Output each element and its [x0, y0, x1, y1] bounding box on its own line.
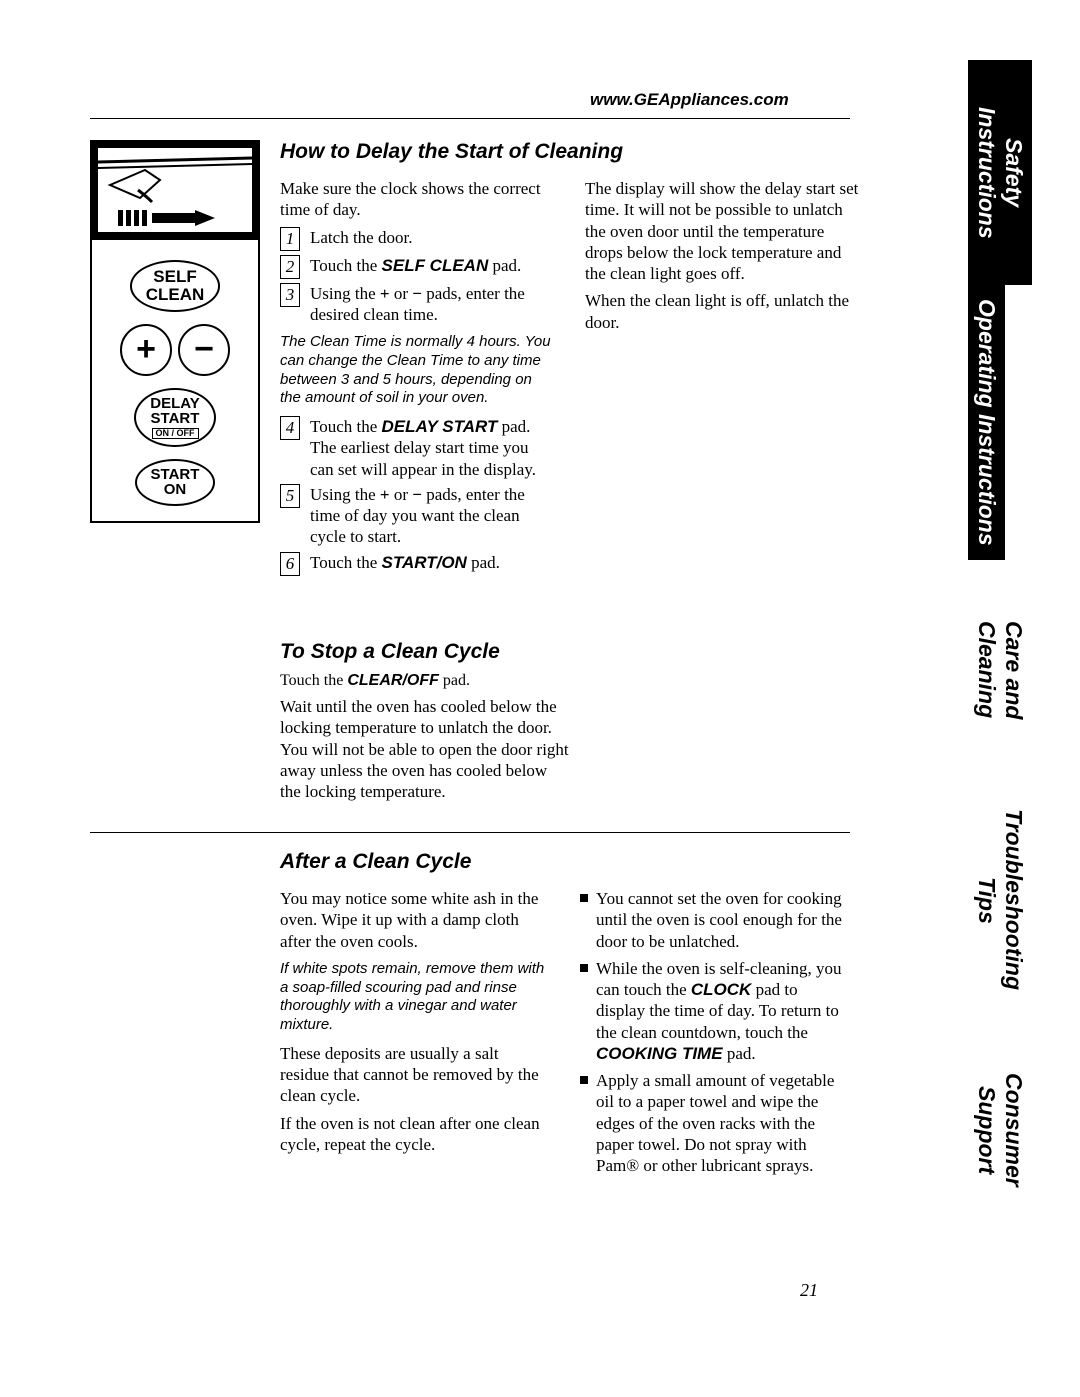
step-2-text: Touch the SELF CLEAN pad. [310, 255, 555, 276]
tab-safety: Safety Instructions [968, 60, 1032, 285]
bullet-1-text: You cannot set the oven for cooking unti… [596, 888, 850, 952]
section2-title: To Stop a Clean Cycle [280, 640, 570, 664]
plus-minus-pads: + − [120, 324, 230, 376]
section1-right-p1: The display will show the delay start se… [585, 178, 860, 284]
step-6-text: Touch the START/ON pad. [310, 552, 555, 573]
self-clean-pad: SELFCLEAN [130, 260, 221, 312]
step-num-4: 4 [280, 416, 300, 440]
start-on-pad: STARTON [135, 459, 216, 507]
step-3: 3 Using the + or − pads, enter the desire… [280, 283, 555, 326]
page-number: 21 [800, 1280, 818, 1301]
bullet-3: Apply a small amount of vegetable oil to… [580, 1070, 850, 1176]
control-panel-diagram: SELFCLEAN + − DELAYSTART ON / OFF STARTO… [90, 240, 260, 523]
bullet-icon [580, 894, 588, 902]
bullet-2-text: While the oven is self-cleaning, you can… [596, 958, 850, 1064]
step-num-1: 1 [280, 227, 300, 251]
section2-p1: Touch the CLEAR/OFF pad. [280, 672, 570, 690]
top-rule [90, 118, 850, 119]
header-url: www.GEAppliances.com [590, 90, 789, 110]
section3-title: After a Clean Cycle [280, 850, 850, 874]
minus-pad: − [178, 324, 230, 376]
step-5: 5 Using the + or − pads, enter the time o… [280, 484, 555, 548]
step-4: 4 Touch the DELAY START pad. The earliest… [280, 416, 555, 480]
section-after-cycle: After a Clean Cycle You may notice some … [90, 850, 850, 1182]
bullet-3-text: Apply a small amount of vegetable oil to… [596, 1070, 850, 1176]
step-1: 1 Latch the door. [280, 227, 555, 251]
tab-care-cleaning: Care and Cleaning [968, 560, 1032, 780]
section1-title: How to Delay the Start of Cleaning [280, 140, 860, 164]
section3-right-col: You cannot set the oven for cooking unti… [580, 882, 850, 1182]
step-num-3: 3 [280, 283, 300, 307]
step-num-2: 2 [280, 255, 300, 279]
section3-left-p1: You may notice some white ash in the ove… [280, 888, 550, 952]
plus-pad: + [120, 324, 172, 376]
delay-start-pad: DELAYSTART ON / OFF [134, 388, 215, 447]
section1-right-col: The display will show the delay start se… [585, 172, 860, 580]
section1-intro: Make sure the clock shows the correct ti… [280, 178, 555, 221]
side-tabs: Safety Instructions Operating Instructio… [968, 60, 1020, 1240]
delay-start-label: DELAYSTART [150, 396, 199, 426]
step-num-5: 5 [280, 484, 300, 508]
mid-rule [90, 832, 850, 833]
section3-left-p3: If the oven is not clean after one clean… [280, 1113, 550, 1156]
step-3-text: Using the + or − pads, enter the desired… [310, 283, 555, 326]
tab-consumer-support: Consumer Support [968, 1020, 1032, 1240]
step-6: 6 Touch the START/ON pad. [280, 552, 555, 576]
section1-right-p2: When the clean light is off, unlatch the… [585, 290, 860, 333]
section2-p2: Wait until the oven has cooled below the… [280, 696, 570, 802]
on-off-label: ON / OFF [152, 428, 199, 439]
section3-left-col: You may notice some white ash in the ove… [280, 882, 550, 1182]
latch-drawing [90, 140, 260, 240]
door-latch-illustration [90, 140, 260, 240]
step-1-text: Latch the door. [310, 227, 555, 248]
bullet-1: You cannot set the oven for cooking unti… [580, 888, 850, 952]
step-4-text: Touch the DELAY START pad. The earliest … [310, 416, 555, 480]
section1-note: The Clean Time is normally 4 hours. You … [280, 333, 555, 408]
bullet-icon [580, 1076, 588, 1084]
section1-left-col: Make sure the clock shows the correct ti… [280, 172, 555, 580]
bullet-2: While the oven is self-cleaning, you can… [580, 958, 850, 1064]
section-stop-cycle: To Stop a Clean Cycle Touch the CLEAR/OF… [90, 640, 850, 808]
step-5-text: Using the + or − pads, enter the time of… [310, 484, 555, 548]
section-delay-start: How to Delay the Start of Cleaning Make … [280, 140, 860, 580]
control-illustration: SELFCLEAN + − DELAYSTART ON / OFF STARTO… [90, 140, 260, 523]
step-2: 2 Touch the SELF CLEAN pad. [280, 255, 555, 279]
section3-left-p2: These deposits are usually a salt residu… [280, 1043, 550, 1107]
bullet-icon [580, 964, 588, 972]
tab-operating: Operating Instructions [968, 285, 1005, 560]
section3-left-note: If white spots remain, remove them with … [280, 960, 550, 1035]
tab-troubleshooting: Troubleshooting Tips [968, 780, 1032, 1020]
step-num-6: 6 [280, 552, 300, 576]
